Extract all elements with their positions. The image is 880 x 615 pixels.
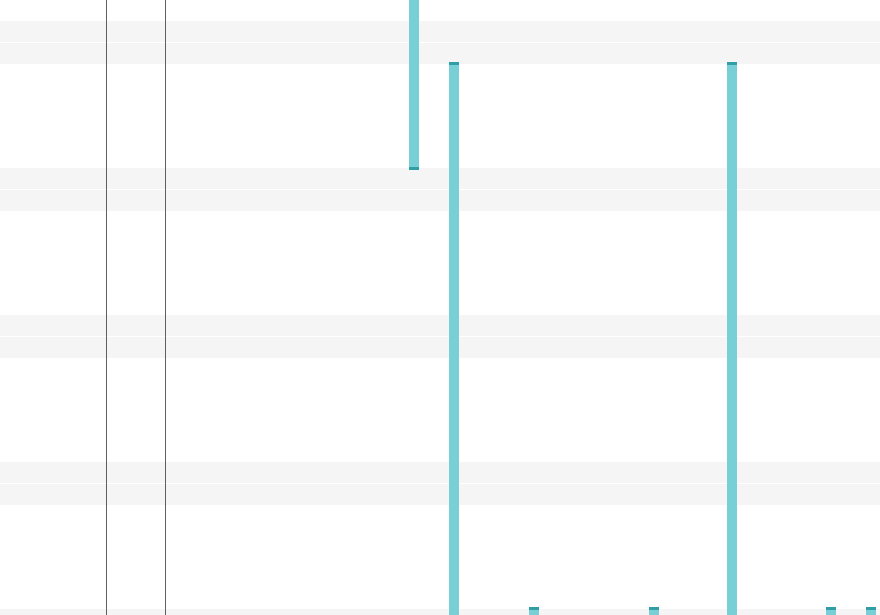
timeline-bar[interactable] (649, 607, 659, 615)
bar-end-cap (409, 167, 419, 170)
row-band (0, 462, 880, 483)
column-divider[interactable] (106, 0, 107, 615)
row-band (0, 190, 880, 211)
column-divider[interactable] (165, 0, 166, 615)
timeline-bar[interactable] (826, 607, 836, 615)
row-band (0, 609, 880, 615)
row-band (0, 43, 880, 64)
row-band (0, 168, 880, 189)
timeline-bar[interactable] (449, 62, 459, 615)
band-separator (0, 189, 880, 190)
timeline-bar[interactable] (727, 62, 737, 615)
bar-start-cap (649, 607, 659, 610)
bar-start-cap (529, 607, 539, 610)
row-band (0, 337, 880, 358)
band-separator (0, 483, 880, 484)
row-band (0, 484, 880, 505)
bar-start-cap (727, 62, 737, 65)
timeline-bar[interactable] (529, 607, 539, 615)
row-band (0, 315, 880, 336)
row-band (0, 21, 880, 42)
band-separator (0, 42, 880, 43)
bar-start-cap (826, 607, 836, 610)
band-separator (0, 336, 880, 337)
timeline-bar[interactable] (409, 0, 419, 170)
bar-start-cap (449, 62, 459, 65)
bar-start-cap (866, 607, 876, 610)
timeline-bar[interactable] (866, 607, 876, 615)
